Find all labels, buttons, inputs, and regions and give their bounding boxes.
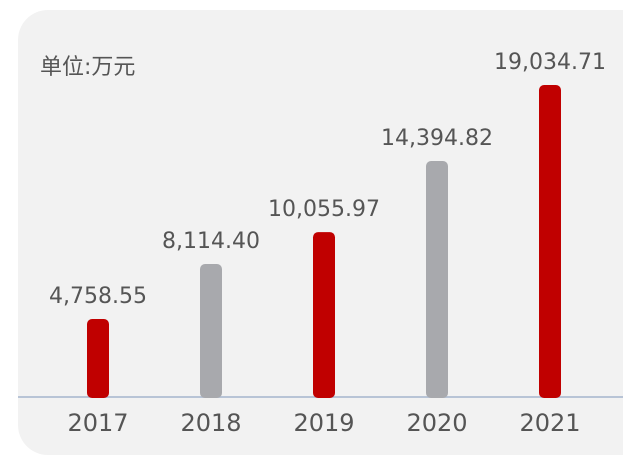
value-label: 4,758.55 xyxy=(49,284,147,309)
x-tick-label: 2020 xyxy=(406,409,467,437)
x-tick-label: 2017 xyxy=(67,409,128,437)
bar xyxy=(200,263,222,398)
bar xyxy=(313,232,335,398)
value-label: 10,055.97 xyxy=(268,197,380,222)
x-tick-label: 2019 xyxy=(293,409,354,437)
value-label: 19,034.71 xyxy=(494,50,606,75)
chart-title: 单位:万元 xyxy=(40,55,135,80)
bar xyxy=(426,161,448,398)
value-label: 14,394.82 xyxy=(381,126,493,151)
bar xyxy=(539,85,561,398)
value-label: 8,114.40 xyxy=(162,229,260,254)
x-tick-label: 2018 xyxy=(180,409,241,437)
bar xyxy=(87,319,109,398)
x-tick-label: 2021 xyxy=(519,409,580,437)
